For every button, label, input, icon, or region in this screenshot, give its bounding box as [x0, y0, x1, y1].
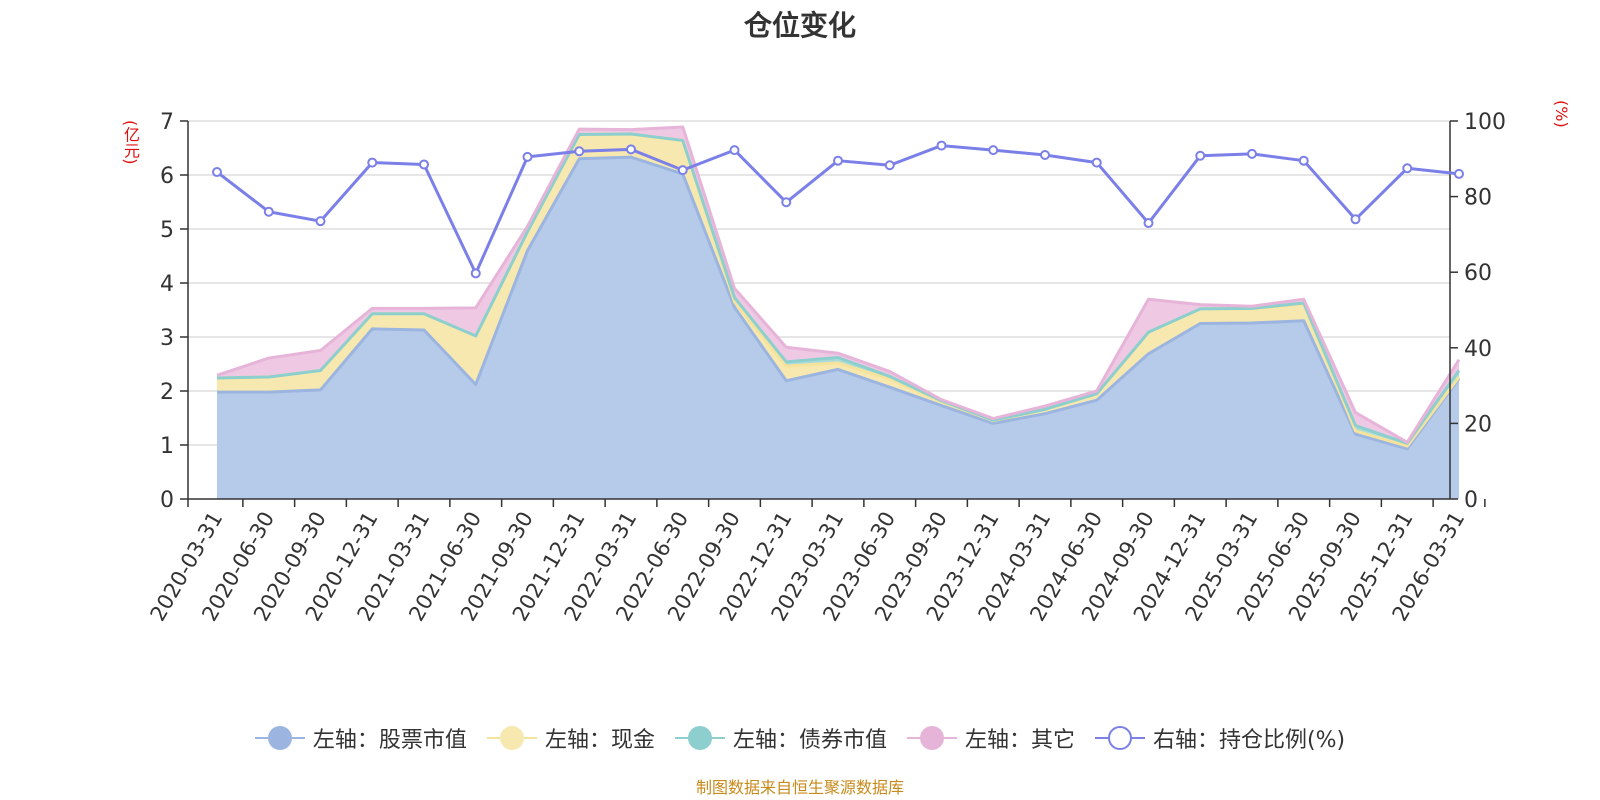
ratio-point — [833, 155, 843, 166]
stacked-areas — [216, 125, 1461, 499]
area-line-1 — [217, 155, 1461, 451]
left-axis-tick-label: 2 — [160, 380, 174, 405]
legend-cash-marker — [486, 726, 537, 750]
legend-item-cash[interactable]: 左轴：现金 — [486, 722, 655, 754]
ratio-point — [419, 159, 429, 170]
ratio-point — [470, 268, 481, 279]
left-axis-tick-label: 4 — [160, 272, 174, 297]
ratio-point — [522, 151, 533, 162]
ratio-point — [626, 144, 636, 155]
left-axis-tick-label: 7 — [160, 110, 174, 135]
legend-ratio-label: 右轴：持仓比例(%) — [1152, 728, 1346, 753]
legend-stock-marker — [254, 726, 305, 750]
ratio-point — [677, 165, 688, 176]
ratio-point — [1195, 150, 1206, 161]
ratio-point — [574, 146, 585, 157]
ratio-point — [781, 197, 792, 208]
left-axis-tick-label: 1 — [160, 434, 174, 459]
ratio-line-series — [212, 140, 1464, 279]
ratio-point — [1298, 155, 1309, 166]
right-axis-tick-label: 20 — [1464, 412, 1492, 437]
legend-bond-label: 左轴：债券市值 — [732, 728, 887, 753]
legend-item-ratio[interactable]: 右轴：持仓比例(%) — [1094, 722, 1346, 754]
chart-title: 仓位变化 — [743, 9, 856, 42]
ratio-point — [315, 216, 326, 227]
legend-other-label: 左轴：其它 — [964, 728, 1075, 753]
ratio-point — [367, 157, 378, 168]
ratio-point — [212, 167, 222, 178]
right-axis-tick-label: 100 — [1464, 110, 1506, 135]
legend-other-marker — [906, 726, 957, 750]
ratio-point — [1091, 157, 1102, 168]
area-line-3 — [216, 132, 1461, 445]
right-axis-unit: (%) — [1552, 100, 1571, 128]
left-axis-tick-label: 5 — [160, 218, 174, 243]
ratio-point — [729, 145, 740, 156]
legend-item-other[interactable]: 左轴：其它 — [906, 722, 1075, 754]
left-axis-tick-label: 3 — [160, 326, 174, 351]
ratio-point — [263, 206, 274, 217]
ratio-point — [1143, 218, 1154, 229]
area-line-4 — [216, 125, 1461, 444]
ratio-point — [884, 160, 895, 171]
legend-cash-label: 左轴：现金 — [544, 728, 655, 753]
ratio-point — [1402, 163, 1413, 174]
data-source-note: 制图数据来自恒生聚源数据库 — [695, 778, 904, 797]
legend-ratio-marker — [1094, 726, 1145, 750]
left-axis-tick-label: 6 — [160, 164, 174, 189]
legend-item-bond[interactable]: 左轴：债券市值 — [674, 722, 887, 754]
right-axis-tick-label: 80 — [1464, 186, 1492, 211]
legend: 左轴：股票市值 左轴：现金 左轴：债券市值 左轴：其它 右轴：持仓比例(%) — [0, 722, 1600, 754]
ratio-point — [988, 145, 999, 156]
ratio-point — [1040, 150, 1050, 161]
ratio-point — [1247, 148, 1257, 159]
right-axis-tick-label: 0 — [1464, 488, 1478, 513]
ratio-point — [1454, 168, 1464, 179]
legend-stock-label: 左轴：股票市值 — [312, 728, 467, 753]
right-axis-tick-label: 60 — [1464, 261, 1492, 286]
area-1 — [217, 157, 1459, 499]
left-axis-tick-label: 0 — [160, 488, 174, 513]
right-axis-tick-label: 40 — [1464, 337, 1492, 362]
left-axis-unit: (亿元) — [121, 120, 140, 165]
ratio-point — [1350, 214, 1361, 225]
legend-item-stock[interactable]: 左轴：股票市值 — [254, 722, 467, 754]
legend-bond-marker — [674, 726, 725, 750]
ratio-point — [936, 140, 947, 151]
